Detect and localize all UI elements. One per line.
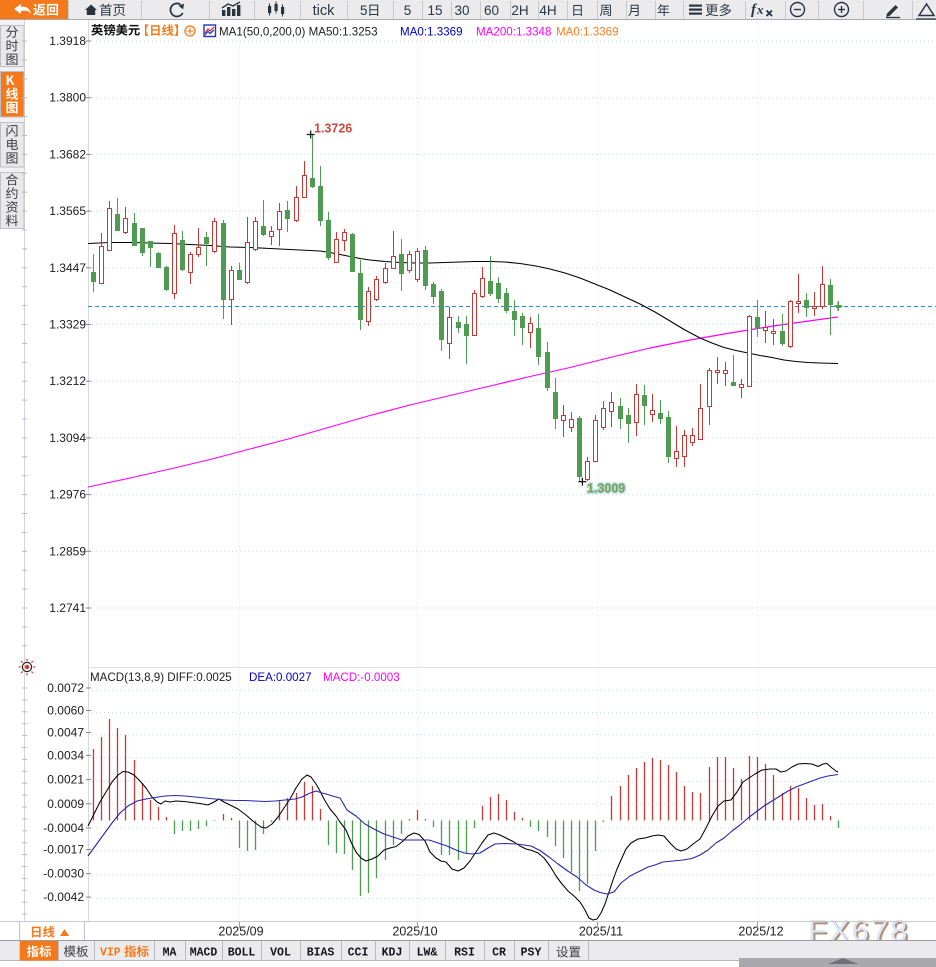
svg-text:CR: CR (492, 947, 506, 960)
svg-text:30: 30 (454, 3, 469, 18)
svg-text:2H: 2H (511, 3, 528, 18)
svg-text:0.0009: 0.0009 (47, 797, 84, 811)
svg-text:LW&: LW& (417, 947, 438, 960)
svg-text:-0.0004: -0.0004 (43, 821, 84, 835)
svg-text:CCI: CCI (348, 947, 369, 960)
svg-text:MA1(50,0,200,0) MA50:1.3253: MA1(50,0,200,0) MA50:1.3253 (219, 26, 378, 39)
svg-text:0.0047: 0.0047 (47, 726, 84, 740)
svg-text:15: 15 (427, 3, 442, 18)
svg-text:4H: 4H (539, 3, 556, 18)
svg-text:1.3329: 1.3329 (49, 318, 86, 332)
svg-text:60: 60 (484, 3, 499, 18)
svg-text:DEA:0.0027: DEA:0.0027 (249, 671, 312, 684)
svg-text:VIP: VIP (100, 947, 121, 960)
svg-text:BOLL: BOLL (228, 947, 256, 960)
svg-text:BIAS: BIAS (307, 947, 335, 960)
svg-text:f: f (751, 2, 758, 18)
svg-text:tick: tick (313, 3, 336, 19)
svg-text:1.2976: 1.2976 (49, 488, 86, 502)
svg-text:1.3918: 1.3918 (49, 34, 86, 48)
svg-text:PSY: PSY (521, 947, 542, 960)
svg-text:-0.0042: -0.0042 (43, 890, 84, 904)
svg-text:1.3447: 1.3447 (49, 261, 86, 275)
svg-text:MACD: MACD (190, 947, 218, 960)
svg-text:0.0060: 0.0060 (47, 704, 84, 718)
svg-text:1.3726: 1.3726 (314, 122, 352, 136)
svg-text:x: x (756, 2, 764, 17)
svg-text:RSI: RSI (454, 947, 475, 960)
svg-text:2025/09: 2025/09 (218, 925, 263, 939)
svg-text:VOL: VOL (270, 947, 291, 960)
svg-text:1.3009: 1.3009 (587, 482, 625, 496)
svg-text:1.3094: 1.3094 (49, 431, 86, 445)
svg-text:MA: MA (163, 947, 177, 960)
svg-text:2025/11: 2025/11 (579, 925, 623, 939)
svg-text:1.2859: 1.2859 (49, 544, 86, 558)
svg-text:-0.0030: -0.0030 (43, 867, 84, 881)
svg-text:MACD:-0.0003: MACD:-0.0003 (323, 671, 400, 684)
svg-text:MA200:1.3348: MA200:1.3348 (476, 26, 551, 39)
svg-text:1.3009: 1.3009 (587, 482, 625, 496)
svg-text:0.0034: 0.0034 (47, 748, 84, 762)
svg-text:5: 5 (360, 3, 368, 18)
svg-text:MA0:1.3369: MA0:1.3369 (400, 26, 463, 39)
svg-text:2025/12: 2025/12 (738, 925, 783, 939)
svg-text:1.3682: 1.3682 (49, 147, 86, 161)
svg-text:MA0:1.3369: MA0:1.3369 (556, 26, 619, 39)
svg-text:1.3565: 1.3565 (49, 204, 86, 218)
svg-text:-0.0017: -0.0017 (43, 843, 84, 857)
svg-text:1.3800: 1.3800 (49, 91, 86, 105)
svg-text:1.3212: 1.3212 (49, 374, 86, 388)
svg-text:KDJ: KDJ (382, 947, 403, 960)
svg-text:5: 5 (404, 3, 412, 18)
svg-text:0.0021: 0.0021 (47, 773, 84, 787)
svg-text:0.0072: 0.0072 (47, 681, 84, 695)
svg-text:MACD(13,8,9) DIFF:0.0025: MACD(13,8,9) DIFF:0.0025 (90, 671, 232, 684)
svg-text:2025/10: 2025/10 (392, 925, 437, 939)
svg-text:1.2741: 1.2741 (49, 601, 86, 615)
